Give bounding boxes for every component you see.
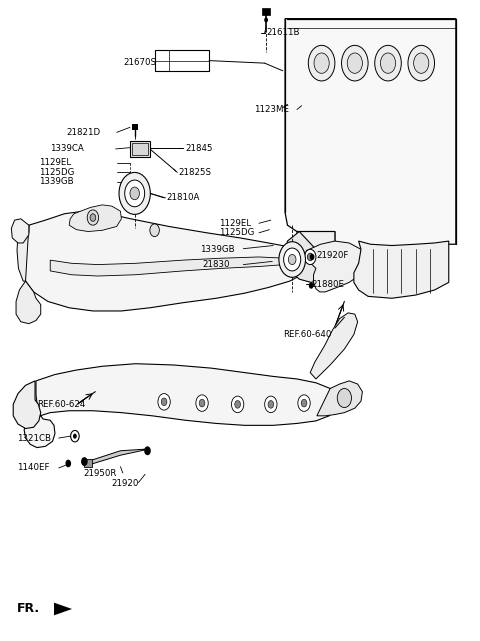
Text: 1321CB: 1321CB: [17, 433, 51, 442]
Circle shape: [342, 46, 368, 81]
Circle shape: [375, 46, 401, 81]
Circle shape: [133, 146, 137, 151]
Text: 1140EF: 1140EF: [17, 463, 49, 472]
Circle shape: [73, 433, 77, 438]
Polygon shape: [132, 143, 148, 154]
Text: 21810A: 21810A: [167, 194, 200, 203]
Text: 21920F: 21920F: [316, 251, 348, 260]
Polygon shape: [24, 363, 340, 447]
Circle shape: [161, 398, 167, 406]
Polygon shape: [317, 381, 362, 416]
Polygon shape: [354, 241, 449, 298]
Polygon shape: [87, 449, 150, 465]
Polygon shape: [304, 241, 368, 292]
Text: 21880E: 21880E: [311, 279, 344, 289]
Text: 21845: 21845: [185, 144, 213, 153]
Text: 1129EL: 1129EL: [39, 158, 71, 167]
Circle shape: [158, 394, 170, 410]
Circle shape: [347, 53, 362, 73]
Circle shape: [414, 53, 429, 73]
Circle shape: [235, 401, 240, 408]
Circle shape: [65, 460, 71, 467]
Circle shape: [308, 46, 335, 81]
Circle shape: [264, 396, 277, 413]
Circle shape: [307, 253, 313, 261]
Circle shape: [310, 254, 314, 260]
Circle shape: [231, 396, 244, 413]
Circle shape: [150, 224, 159, 237]
Text: 1339CA: 1339CA: [50, 144, 84, 153]
Circle shape: [309, 283, 313, 288]
Circle shape: [268, 401, 274, 408]
Text: 21821D: 21821D: [67, 128, 101, 137]
Text: 21830: 21830: [202, 260, 229, 269]
Circle shape: [284, 248, 301, 271]
Polygon shape: [285, 19, 456, 284]
Text: REF.60-624: REF.60-624: [37, 400, 85, 409]
Circle shape: [196, 395, 208, 412]
Text: 1125DG: 1125DG: [219, 228, 254, 237]
Circle shape: [279, 242, 305, 278]
Bar: [262, 8, 270, 15]
Text: 21950R: 21950R: [84, 469, 117, 478]
Polygon shape: [50, 257, 285, 276]
Circle shape: [90, 213, 96, 221]
Polygon shape: [54, 603, 72, 615]
Circle shape: [288, 254, 296, 265]
Polygon shape: [285, 231, 335, 283]
Circle shape: [125, 180, 144, 207]
Polygon shape: [16, 281, 41, 324]
Text: 21825S: 21825S: [179, 168, 211, 177]
Circle shape: [144, 446, 151, 455]
Polygon shape: [69, 205, 121, 231]
Circle shape: [143, 146, 147, 151]
Circle shape: [71, 431, 79, 442]
Circle shape: [314, 53, 329, 73]
Circle shape: [381, 53, 396, 73]
Circle shape: [87, 210, 98, 225]
Bar: [84, 459, 92, 467]
Text: 1339GB: 1339GB: [39, 178, 73, 187]
Text: FR.: FR.: [17, 603, 40, 615]
Text: REF.60-640: REF.60-640: [283, 330, 331, 339]
Circle shape: [408, 46, 434, 81]
Polygon shape: [23, 211, 311, 311]
Bar: [132, 124, 137, 130]
Circle shape: [337, 388, 351, 408]
Text: 21670S: 21670S: [124, 58, 157, 67]
Circle shape: [298, 395, 310, 412]
Text: 1129EL: 1129EL: [219, 219, 251, 228]
Text: 1125DG: 1125DG: [39, 168, 74, 177]
Circle shape: [199, 399, 205, 407]
Polygon shape: [13, 381, 41, 429]
Circle shape: [132, 144, 137, 151]
Bar: [155, 51, 209, 71]
Polygon shape: [12, 219, 29, 243]
Polygon shape: [130, 141, 150, 156]
Text: 21920: 21920: [111, 479, 138, 488]
Polygon shape: [297, 231, 335, 276]
Polygon shape: [310, 313, 358, 379]
Circle shape: [301, 399, 307, 407]
Text: 1339GB: 1339GB: [200, 245, 234, 254]
Circle shape: [119, 172, 150, 214]
Circle shape: [304, 249, 316, 265]
Text: 1123ME: 1123ME: [254, 105, 289, 114]
Circle shape: [130, 187, 139, 200]
Circle shape: [264, 17, 268, 22]
Polygon shape: [17, 225, 29, 281]
Circle shape: [81, 457, 88, 466]
Text: 21611B: 21611B: [266, 28, 300, 37]
